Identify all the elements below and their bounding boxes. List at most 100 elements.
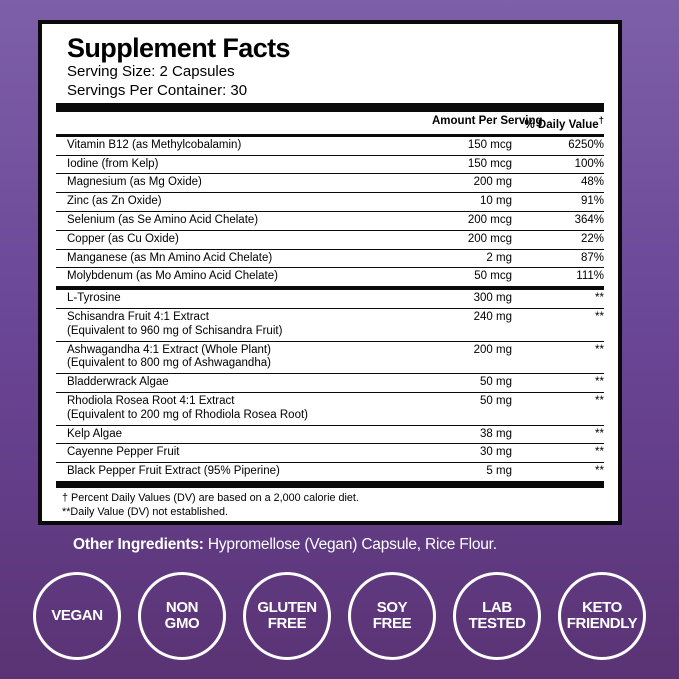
daily-value: ** [595,343,604,356]
ingredient-name-cell: Kelp Algae [56,428,432,442]
ingredient-equivalent: (Equivalent to 960 mg of Schisandra Frui… [67,324,283,337]
badge-non-gmo-line-1: NON [165,598,199,616]
ingredient-name-cell: Bladderwrack Algae [56,376,432,390]
badge-soy-free-line-2: FREE [372,615,412,632]
ingredient-name-cell: Vitamin B12 (as Methylcobalamin) [56,139,432,153]
daily-value: ** [595,311,604,323]
ingredient-name: Vitamin B12 (as Methylcobalamin) [67,138,242,151]
footnotes: † Percent Daily Values (DV) are based on… [56,488,604,520]
ingredient-equivalent: (Equivalent to 800 mg of Ashwagandha) [67,357,271,370]
amount-value: 240 mg [473,311,512,323]
certification-badges: VEGAN NON GMO GLUTEN FREE SOY FREE LAB TESTED KET… [0,572,679,660]
daily-value: 48% [580,176,604,189]
facts-row: Black Pepper Fruit Extract (95% Piperine… [56,462,604,481]
divider-bar-bottom [56,480,604,488]
facts-table-header: Amount Per Serving % Daily Value† [56,112,604,137]
ingredient-name: Selenium (as Se Amino Acid Chelate) [67,214,259,227]
facts-row: Copper (as Cu Oxide) 200 mcg 22% [56,229,604,249]
other-ingredients: Other Ingredients: Hypromellose (Vegan) … [73,536,497,554]
supplement-facts-panel: Supplement Facts Serving Size: 2 Capsule… [38,20,622,525]
amount-value: 200 mg [473,343,512,356]
facts-row: Bladderwrack Algae 50 mg ** [56,373,604,392]
daily-value: 100% [574,157,604,170]
facts-row: Zinc (as Zn Oxide) 10 mg 91% [56,192,604,211]
badge-non-gmo: NON GMO [138,572,226,660]
ingredient-name: Manganese (as Mn Amino Acid Chelate) [67,251,273,264]
facts-row: L-Tyrosine 300 mg ** [56,286,604,308]
amount-value: 50 mcg [474,270,512,283]
badge-lab-tested: LAB TESTED [453,572,541,660]
amount-value: 50 mg [480,376,512,389]
badge-gluten-free: GLUTEN FREE [243,572,331,660]
facts-row: Ashwagandha 4:1 Extract (Whole Plant) (Eq… [56,340,604,374]
facts-row: Manganese (as Mn Amino Acid Chelate) 2 mg… [56,248,604,268]
ingredient-name: Molybdenum (as Mo Amino Acid Chelate) [67,270,278,283]
facts-row: Rhodiola Rosea Root 4:1 Extract (Equivale… [56,391,604,425]
ingredient-name: Rhodiola Rosea Root 4:1 Extract [67,394,235,407]
daily-value: ** [595,292,604,305]
badge-non-gmo-line-2: GMO [164,615,200,632]
amount-value: 30 mg [480,446,512,459]
ingredient-name: Cayenne Pepper Fruit [67,446,180,459]
facts-row: Selenium (as Se Amino Acid Chelate) 200 m… [56,211,604,230]
daily-value: 111% [576,270,604,283]
amount-per-serving-header: Amount Per Serving [432,115,543,127]
amount-value: 200 mcg [467,214,512,227]
facts-row: Vitamin B12 (as Methylcobalamin) 150 mcg 6… [56,137,604,155]
amount-value: 38 mg [480,427,512,440]
badge-keto-friendly-line-1: KETO [582,598,622,616]
other-ingredients-text: Hypromellose (Vegan) Capsule, Rice Flour… [203,536,497,553]
amount-value: 2 mg [486,251,512,264]
daily-value: ** [595,465,604,478]
daily-value: 364% [574,214,604,227]
ingredient-name: Bladderwrack Algae [67,376,169,389]
daily-value: ** [595,394,604,407]
ingredient-name: Black Pepper Fruit Extract (95% Piperine… [67,465,280,478]
daily-value: 6250% [568,138,604,151]
ingredient-name-cell: Magnesium (as Mg Oxide) [56,176,432,190]
serving-size: Serving Size: 2 Capsules [67,63,235,80]
ingredient-name: Magnesium (as Mg Oxide) [67,176,202,189]
footnote-not-established: **Daily Value (DV) not established. [62,506,229,519]
badge-keto-friendly: KETO FRIENDLY [558,572,646,660]
ingredient-name-cell: Schisandra Fruit 4:1 Extract (Equivalent … [56,311,432,339]
badge-lab-tested-line-1: LAB [482,598,512,616]
ingredient-name-cell: L-Tyrosine [56,292,432,306]
supplement-facts-title: Supplement Facts [67,33,291,63]
ingredient-name: Schisandra Fruit 4:1 Extract [67,311,209,323]
amount-value: 10 mg [480,195,512,208]
amount-value: 300 mg [473,292,512,305]
badge-keto-friendly-line-2: FRIENDLY [566,615,638,632]
facts-row: Molybdenum (as Mo Amino Acid Chelate) 50 … [56,267,604,286]
ingredient-name-cell: Rhodiola Rosea Root 4:1 Extract (Equivale… [56,395,432,423]
badge-soy-free-line-1: SOY [376,598,408,616]
ingredient-name-cell: Molybdenum (as Mo Amino Acid Chelate) [56,270,432,284]
amount-value: 50 mg [480,394,512,407]
amount-value: 150 mcg [467,138,512,151]
amount-value: 200 mg [473,176,512,189]
ingredient-name-cell: Zinc (as Zn Oxide) [56,195,432,209]
amount-value: 200 mcg [467,232,512,245]
facts-row: Kelp Algae 38 mg ** [56,424,604,444]
footnote-daily-values: † Percent Daily Values (DV) are based on… [62,491,359,504]
facts-row: Magnesium (as Mg Oxide) 200 mg 48% [56,173,604,192]
daily-value: 91% [580,195,604,208]
facts-row: Schisandra Fruit 4:1 Extract (Equivalent … [56,308,604,341]
daily-value: ** [595,376,604,389]
daily-value: ** [595,446,604,459]
ingredient-name-cell: Cayenne Pepper Fruit [56,446,432,460]
divider-bar-top [56,103,604,112]
amount-value: 5 mg [486,465,512,478]
ingredient-name-cell: Ashwagandha 4:1 Extract (Whole Plant) (Eq… [56,344,432,372]
amount-value: 150 mcg [467,157,512,170]
daily-value-header: % Daily Value† [512,114,604,132]
ingredient-name: Zinc (as Zn Oxide) [67,195,162,208]
other-ingredients-label: Other Ingredients: [73,536,204,553]
ingredient-name-cell: Iodine (from Kelp) [56,158,432,172]
dagger-symbol: † [598,115,604,126]
ingredient-name: Copper (as Cu Oxide) [67,232,179,245]
ingredient-name-cell: Black Pepper Fruit Extract (95% Piperine… [56,465,432,479]
facts-row: Iodine (from Kelp) 150 mcg 100% [56,154,604,174]
ingredient-name-cell: Manganese (as Mn Amino Acid Chelate) [56,252,432,266]
